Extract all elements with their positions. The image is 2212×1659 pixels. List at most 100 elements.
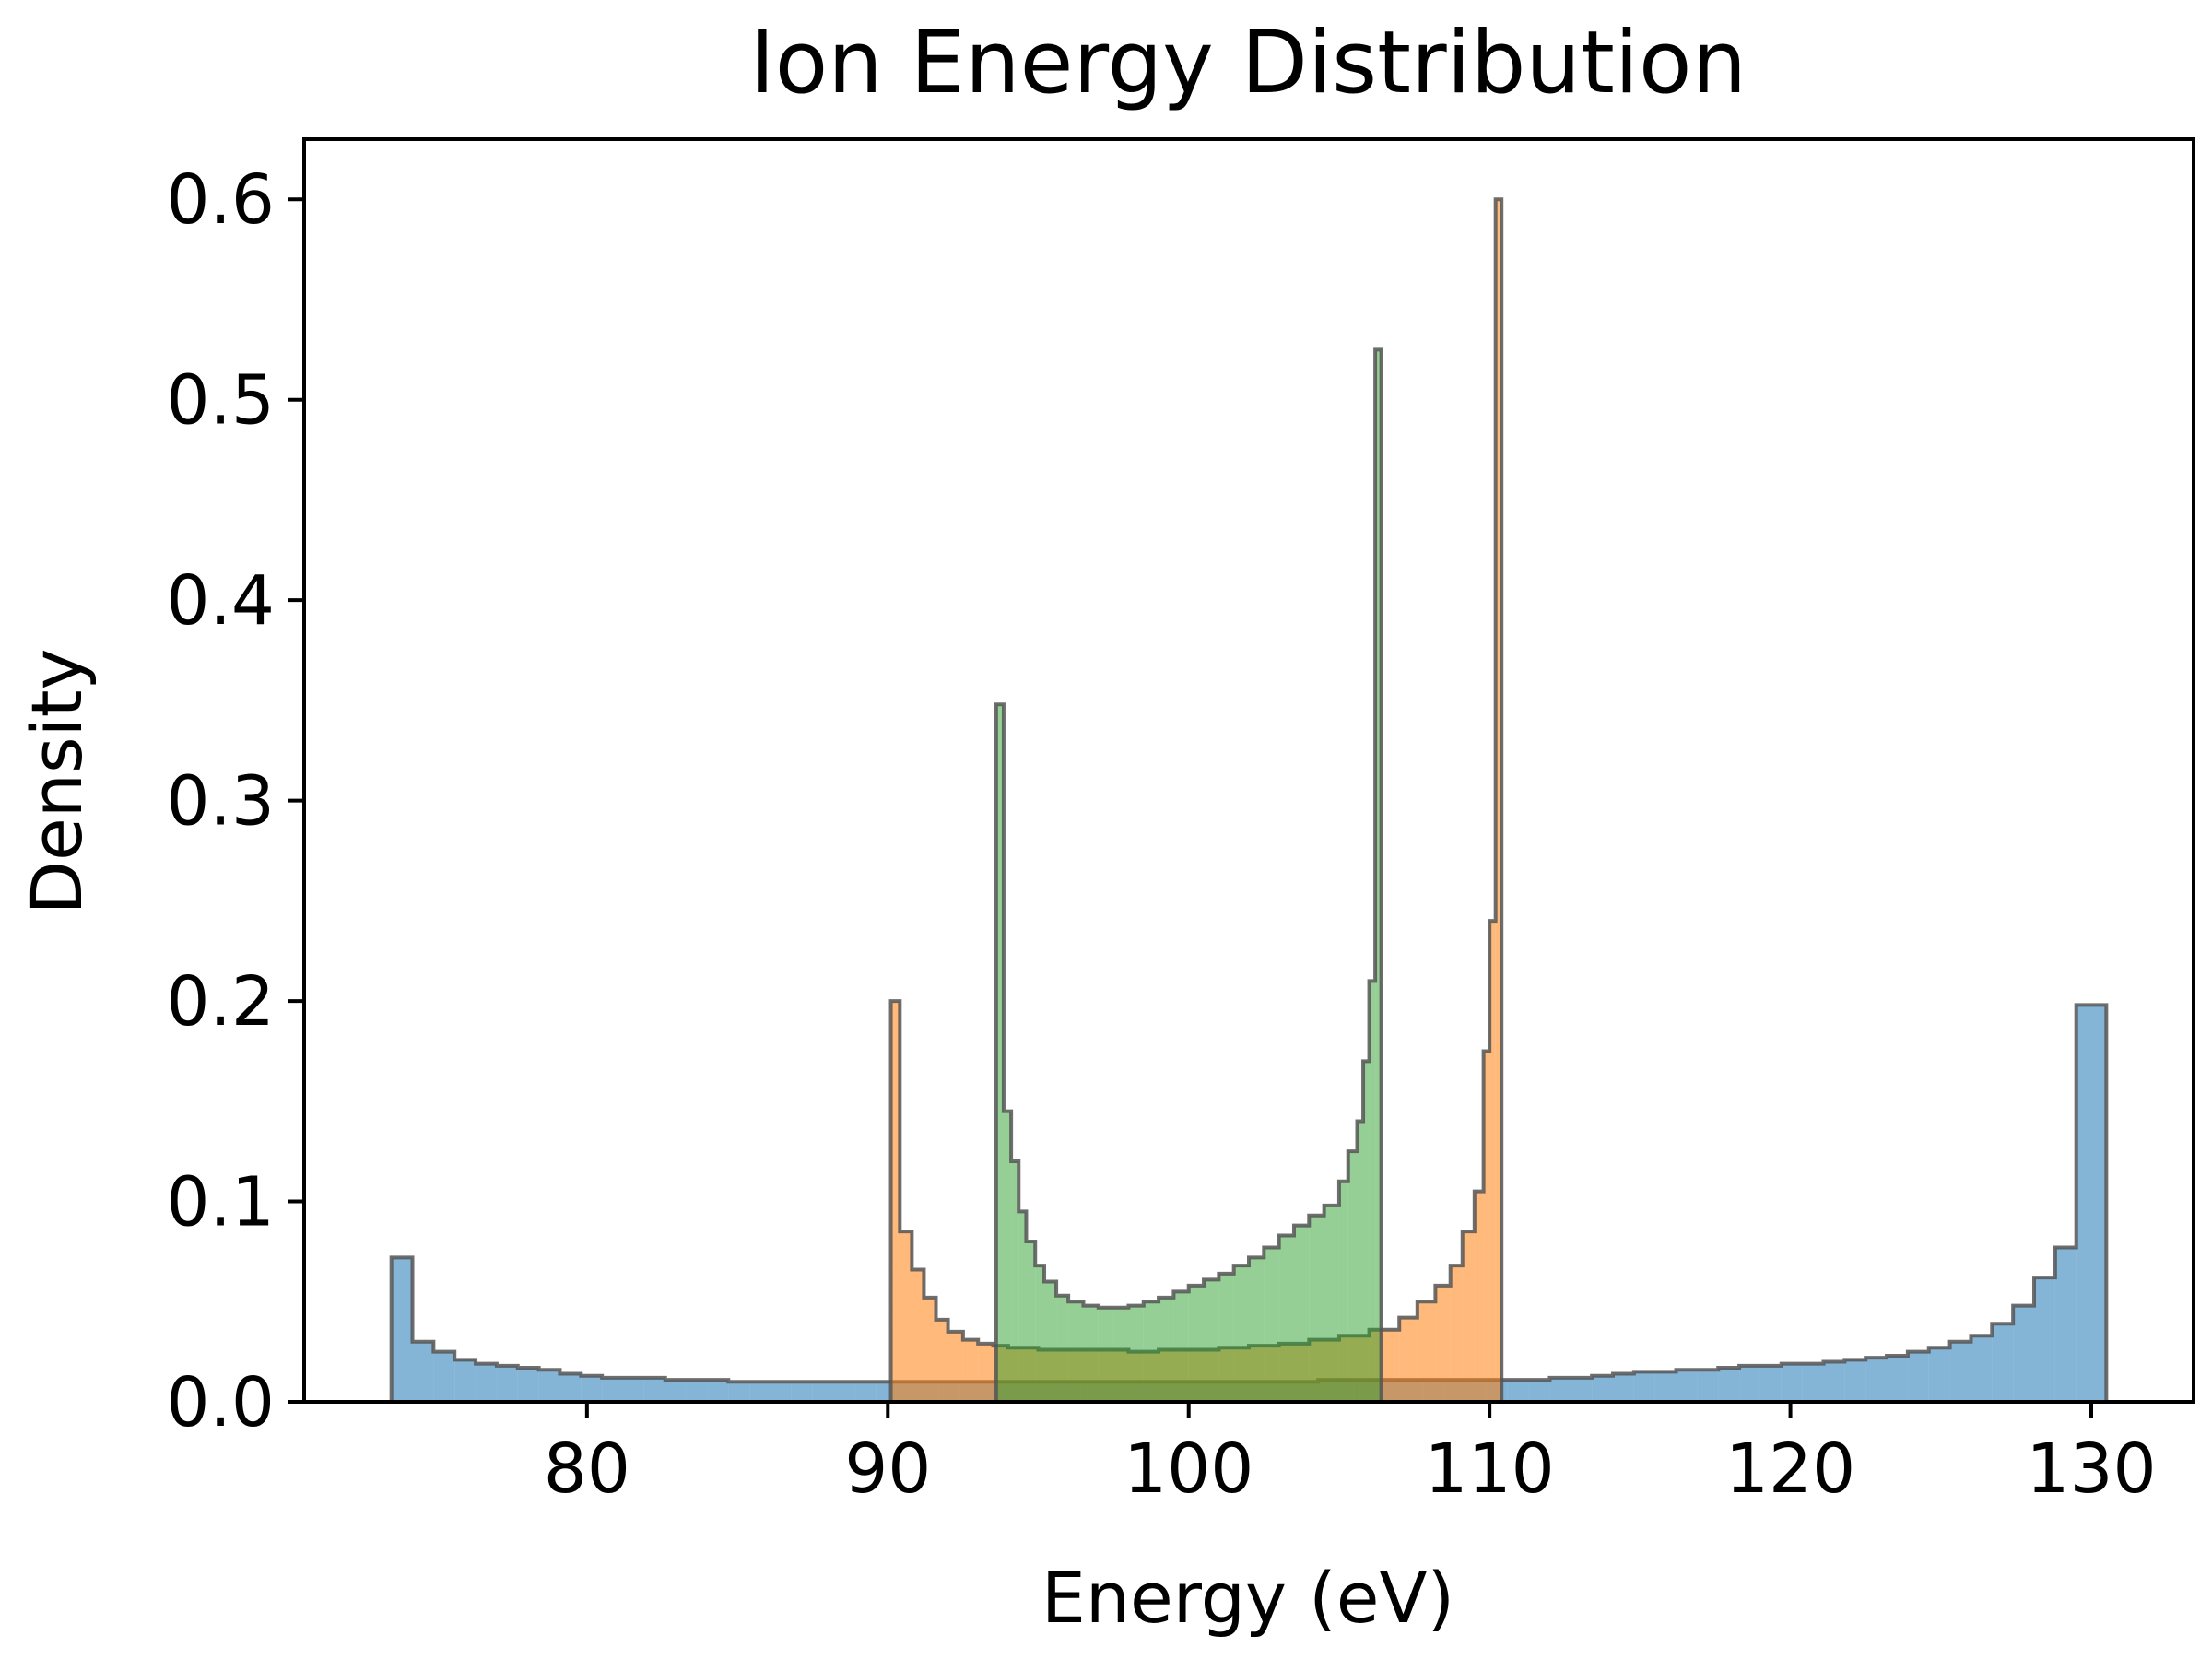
histogram-bar — [1676, 1370, 1698, 1402]
histogram-bar — [1949, 1341, 1971, 1402]
histogram-bar — [1233, 1265, 1249, 1402]
histogram-bar — [1264, 1247, 1279, 1402]
histogram-bar — [1528, 1380, 1550, 1402]
histogram-bar — [1035, 1265, 1045, 1402]
histogram-bar — [1549, 1377, 1571, 1402]
histogram-bar — [707, 1380, 729, 1402]
histogram-bar — [602, 1377, 624, 1402]
histogram-bar — [1113, 1307, 1129, 1402]
histogram-bar — [1399, 1317, 1418, 1402]
histogram-bar — [1612, 1373, 1634, 1402]
histogram-bar — [1571, 1377, 1593, 1402]
histogram-bar — [643, 1377, 665, 1402]
histogram-bar — [1507, 1380, 1529, 1402]
plot-frame — [302, 137, 2195, 1404]
x-tick-label: 90 — [844, 1430, 931, 1509]
histogram-bar — [833, 1382, 855, 1402]
histogram-bar — [1462, 1231, 1475, 1402]
histogram-bar — [2013, 1305, 2034, 1402]
histogram-bar — [1143, 1301, 1159, 1402]
histogram-bar — [1188, 1285, 1205, 1402]
y-tick-label: 0.3 — [166, 762, 275, 841]
y-tick-label: 0.1 — [166, 1163, 275, 1242]
histogram-bar — [749, 1382, 771, 1402]
histogram-bar — [1697, 1370, 1719, 1402]
histogram-bar — [1844, 1359, 1866, 1402]
y-tick-label: 0.2 — [166, 962, 275, 1041]
histogram-bar — [1363, 1061, 1370, 1402]
x-tick-label: 120 — [1725, 1430, 1855, 1509]
histogram-bar — [623, 1377, 644, 1402]
histogram-bar — [1887, 1355, 1908, 1402]
y-tick-label: 0.0 — [166, 1363, 275, 1442]
x-tick-label: 100 — [1124, 1430, 1253, 1509]
histogram-bar — [1249, 1257, 1265, 1402]
histogram-bar — [412, 1341, 434, 1402]
histogram-bar — [1159, 1297, 1174, 1402]
histogram-bar — [1098, 1307, 1114, 1402]
histogram-bar — [1026, 1241, 1036, 1402]
histogram-bar — [1056, 1295, 1069, 1402]
histogram-bar — [1044, 1281, 1057, 1402]
histogram-bar — [1928, 1347, 1950, 1402]
series-3-outline — [994, 347, 1383, 1402]
histogram-bar — [1435, 1285, 1451, 1402]
histogram-bar — [1218, 1273, 1234, 1402]
histogram-bar — [1495, 199, 1502, 1403]
histogram-bar — [1971, 1335, 1993, 1402]
histogram-bar — [1369, 981, 1376, 1402]
histogram-bar — [476, 1363, 497, 1402]
histogram-bar — [1011, 1161, 1019, 1402]
y-axis-label: Density — [16, 649, 98, 915]
y-tick-label: 0.5 — [166, 361, 275, 441]
histogram-bar — [2033, 1277, 2055, 1402]
histogram-bar — [496, 1365, 518, 1402]
x-axis-ticks: 80 90 100 110 120 130 — [544, 1402, 2157, 1509]
y-tick-label: 0.6 — [166, 160, 275, 240]
histogram-bar — [2076, 1005, 2107, 1402]
histogram-bar — [1347, 1151, 1358, 1402]
histogram-bar — [1128, 1305, 1144, 1402]
histogram-bar — [433, 1351, 455, 1402]
histogram-bar — [391, 1257, 413, 1402]
histogram-bar — [1992, 1324, 2014, 1402]
histogram-bar — [1654, 1371, 1677, 1402]
histogram-bar — [854, 1382, 877, 1402]
y-tick-label: 0.4 — [166, 561, 275, 641]
histogram-bar — [1375, 349, 1382, 1402]
histogram-bar — [1417, 1301, 1436, 1402]
series-2-bars — [888, 197, 1504, 1403]
x-tick-label: 110 — [1425, 1430, 1555, 1509]
histogram-bar — [1474, 1191, 1484, 1402]
histogram-bar — [1278, 1235, 1294, 1402]
histogram-bar — [1592, 1375, 1613, 1402]
histogram-bar — [665, 1380, 687, 1402]
histogram-bar — [924, 1297, 936, 1402]
histogram-bar — [900, 1231, 912, 1402]
histogram-bar — [1309, 1215, 1324, 1402]
histogram-bar — [1781, 1363, 1803, 1402]
histogram-bar — [454, 1359, 477, 1402]
histogram-bar — [890, 1001, 900, 1402]
histogram-bar — [947, 1331, 963, 1402]
histogram-bar — [1759, 1365, 1782, 1402]
histogram-bar — [1068, 1301, 1084, 1402]
series-3-bars — [994, 347, 1383, 1402]
x-tick-label: 130 — [2026, 1430, 2156, 1509]
histogram-bar — [1865, 1358, 1888, 1402]
histogram-bar — [1293, 1225, 1310, 1402]
histogram-bar — [1204, 1279, 1219, 1402]
histogram-bar — [1450, 1265, 1463, 1402]
histogram-bar — [1739, 1365, 1760, 1402]
histogram-bar — [791, 1382, 813, 1402]
histogram-bar — [1907, 1351, 1929, 1402]
histogram-bar — [1718, 1368, 1740, 1402]
histogram-bar — [978, 1343, 994, 1402]
x-axis-label: Energy (eV) — [1041, 1557, 1454, 1639]
y-axis-ticks: 0.0 0.1 0.2 0.3 0.4 0.5 0.6 — [166, 160, 304, 1442]
histogram-bar — [1018, 1211, 1027, 1402]
histogram-bar — [962, 1339, 979, 1402]
series-2-outline — [888, 197, 1504, 1402]
histogram-bar — [812, 1382, 834, 1402]
